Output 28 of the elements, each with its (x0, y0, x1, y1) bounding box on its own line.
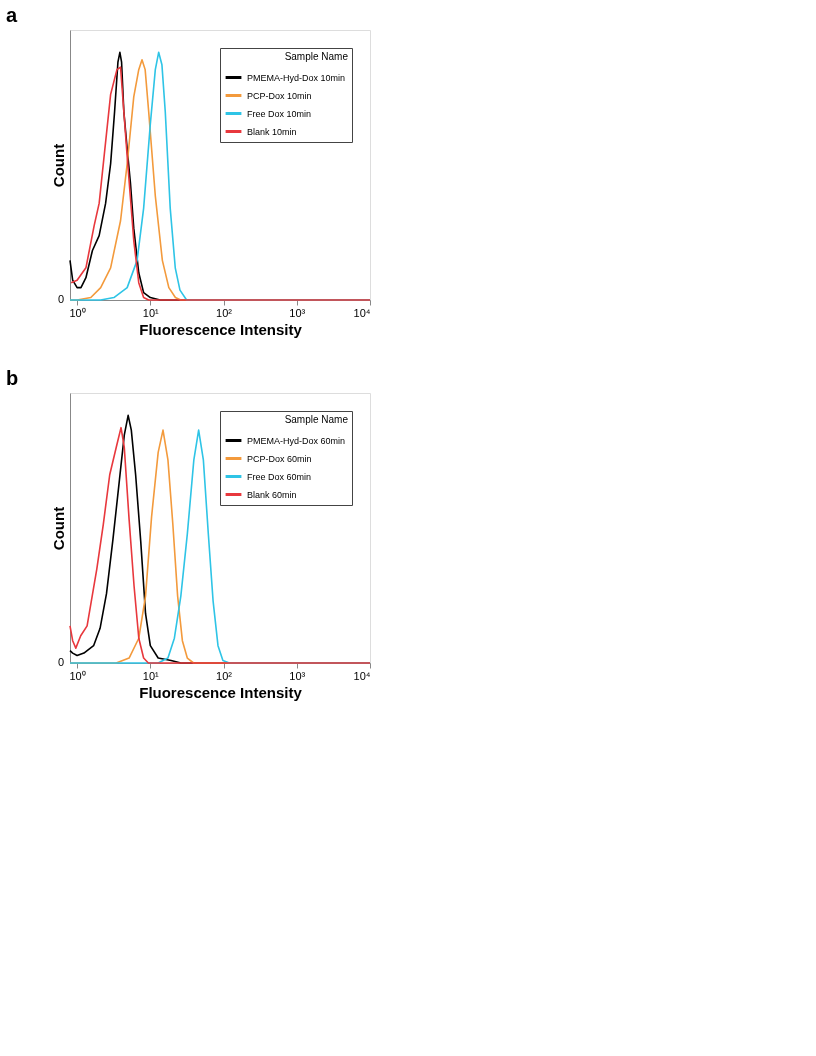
text: 0 (57, 293, 64, 305)
legend-title: Sample Name (284, 414, 349, 425)
legend-label: Free Dox 60min (247, 471, 312, 482)
legend-label: PCP-Dox 60min (247, 453, 312, 464)
x-tick-label: 10² (216, 306, 233, 319)
x-tick-label: 10⁰ (69, 669, 86, 682)
x-tick-label: 10³ (289, 306, 306, 319)
legend-title: Sample Name (284, 51, 349, 62)
x-tick-label: 10² (216, 669, 233, 682)
x-tick-label: 10⁴ (353, 306, 371, 319)
x-tick-label: 10¹ (142, 306, 160, 319)
legend-label: Blank 60min (247, 489, 297, 500)
legend-label: Blank 10min (247, 126, 297, 137)
legend-label: Free Dox 10min (247, 108, 312, 119)
y-axis-title: Count (49, 506, 67, 551)
x-axis-title: Fluorescence Intensity (139, 683, 303, 701)
chart-title: b (6, 367, 19, 389)
y-axis-title: Count (49, 143, 67, 188)
x-tick-label: 10⁰ (69, 306, 86, 319)
legend-label: PMEMA-Hyd-Dox 60min (247, 435, 346, 446)
x-tick-label: 10¹ (142, 669, 160, 682)
x-axis-title: Fluorescence Intensity (139, 320, 303, 338)
x-tick-label: 10³ (289, 669, 306, 682)
chart-title: a (6, 4, 18, 26)
legend-label: PCP-Dox 10min (247, 90, 312, 101)
x-tick-label: 10⁴ (353, 669, 371, 682)
legend-label: PMEMA-Hyd-Dox 10min (247, 72, 346, 83)
text: 0 (57, 656, 64, 668)
